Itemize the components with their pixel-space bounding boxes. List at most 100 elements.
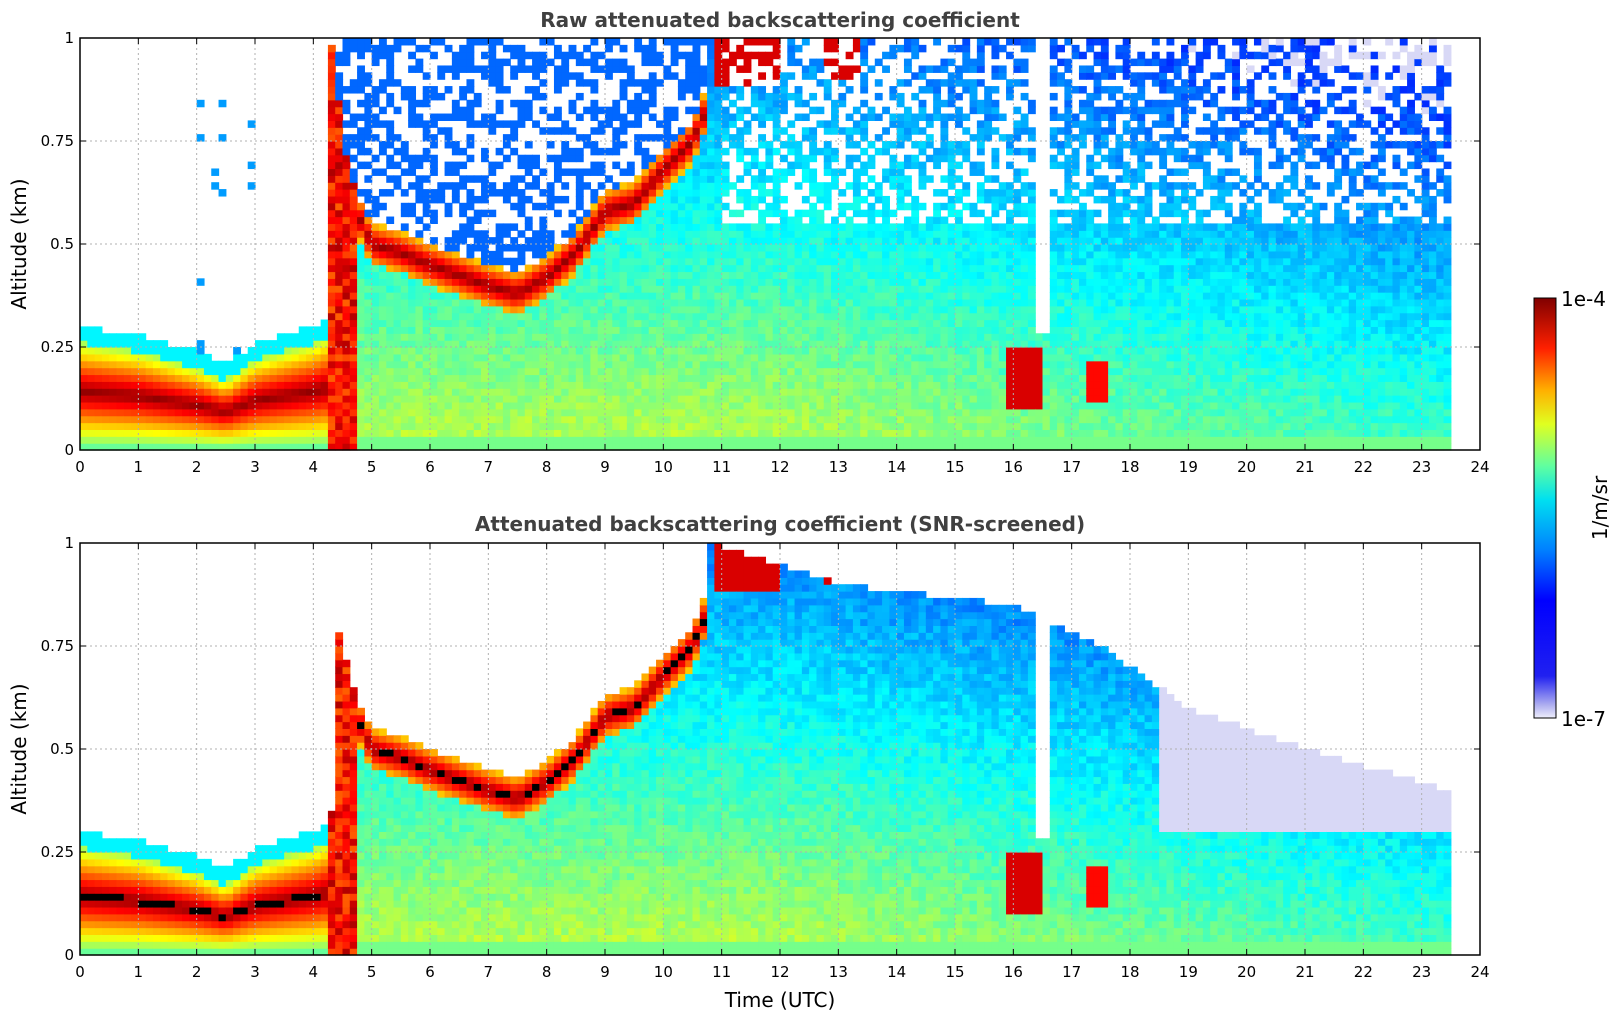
heatmap-cell [663,195,672,204]
heatmap-cell [831,257,839,266]
heatmap-cell [276,381,285,389]
heatmap-cell [940,347,949,355]
heatmap-cell [568,347,577,355]
heatmap-cell [714,415,723,424]
heatmap-cell [451,360,460,369]
heatmap-cell [707,154,715,163]
heatmap-cell [882,388,890,396]
heatmap-cell [955,319,963,327]
heatmap-cell [415,65,424,73]
heatmap-cell [852,292,861,300]
heatmap-cell [393,436,402,444]
heatmap-cell [648,58,657,67]
heatmap-cell [925,113,934,121]
heatmap-cell [677,347,686,355]
heatmap-cell [510,374,519,382]
heatmap-cell [415,298,424,307]
heatmap-cell [882,422,890,430]
heatmap-cell [524,264,533,273]
heatmap-cell [699,443,708,451]
heatmap-cell [575,264,584,273]
heatmap-cell [364,79,373,87]
heatmap-cell [502,292,511,300]
heatmap-cell [422,415,431,424]
heatmap-cell [962,113,971,121]
heatmap-cell [809,347,818,355]
heatmap-cell [823,298,832,307]
heatmap-cell [809,436,818,444]
heatmap-cell [707,333,715,341]
heatmap-cell [743,312,752,321]
heatmap-cell [481,415,489,424]
heatmap-cell [823,168,832,176]
heatmap-cell [342,340,351,348]
heatmap-cell [473,99,482,108]
heatmap-cell [852,230,861,238]
heatmap-cell [955,415,963,424]
heatmap-cell [619,408,628,417]
heatmap-cell [670,202,679,211]
heatmap-cell [955,285,963,293]
heatmap-cell [758,443,767,451]
heatmap-cell [692,292,701,300]
heatmap-cell [349,312,358,321]
heatmap-cell [707,374,715,382]
heatmap-cell [612,202,621,211]
heatmap-cell [583,44,592,53]
heatmap-cell [699,353,708,362]
heatmap-cell [911,51,920,60]
heatmap-cell [430,113,438,121]
heatmap-cell [626,120,635,128]
heatmap-cell [590,147,599,156]
heatmap-cell [583,326,592,334]
heatmap-cell [561,65,570,73]
heatmap-cell [641,422,650,430]
heatmap-cell [437,182,446,190]
heatmap-cell [422,443,431,451]
heatmap-cell [371,237,380,245]
heatmap-cell [699,113,708,121]
heatmap-cell [364,264,373,273]
heatmap-cell [940,58,949,67]
heatmap-cell [641,285,650,293]
heatmap-cell [532,319,540,327]
heatmap-cell [940,436,949,444]
heatmap-cell [816,395,825,403]
heatmap-cell [255,340,263,348]
heatmap-cell [648,161,657,170]
heatmap-cell [451,189,460,197]
heatmap-cell [780,230,788,238]
heatmap-cell [167,360,176,369]
heatmap-cell [349,340,358,348]
heatmap-cell [583,264,592,273]
heatmap-cell [116,353,125,362]
heatmap-cell [940,374,949,382]
heatmap-cell [969,257,978,266]
heatmap-cell [276,401,285,410]
heatmap-cell [553,86,562,94]
heatmap-cell [502,415,511,424]
heatmap-cell [357,230,365,238]
heatmap-cell [699,237,708,245]
heatmap-cell [794,216,803,224]
heatmap-cell [451,161,460,170]
heatmap-cell [335,237,344,245]
heatmap-cell [809,312,818,321]
heatmap-cell [430,195,438,204]
heatmap-cell [255,381,263,389]
heatmap-cell [823,79,832,87]
heatmap-cell [882,319,890,327]
heatmap-cell [218,134,227,142]
heatmap-cell [634,333,643,341]
heatmap-cell [685,127,694,135]
heatmap-cell [313,415,322,424]
heatmap-cell [590,388,599,396]
heatmap-cell [101,401,110,410]
heatmap-cell [510,347,519,355]
heatmap-cell [524,292,533,300]
heatmap-cell [925,250,934,259]
heatmap-cell [167,436,176,444]
heatmap-cell [240,395,249,403]
heatmap-cell [80,388,88,396]
heatmap-cell [320,333,329,341]
